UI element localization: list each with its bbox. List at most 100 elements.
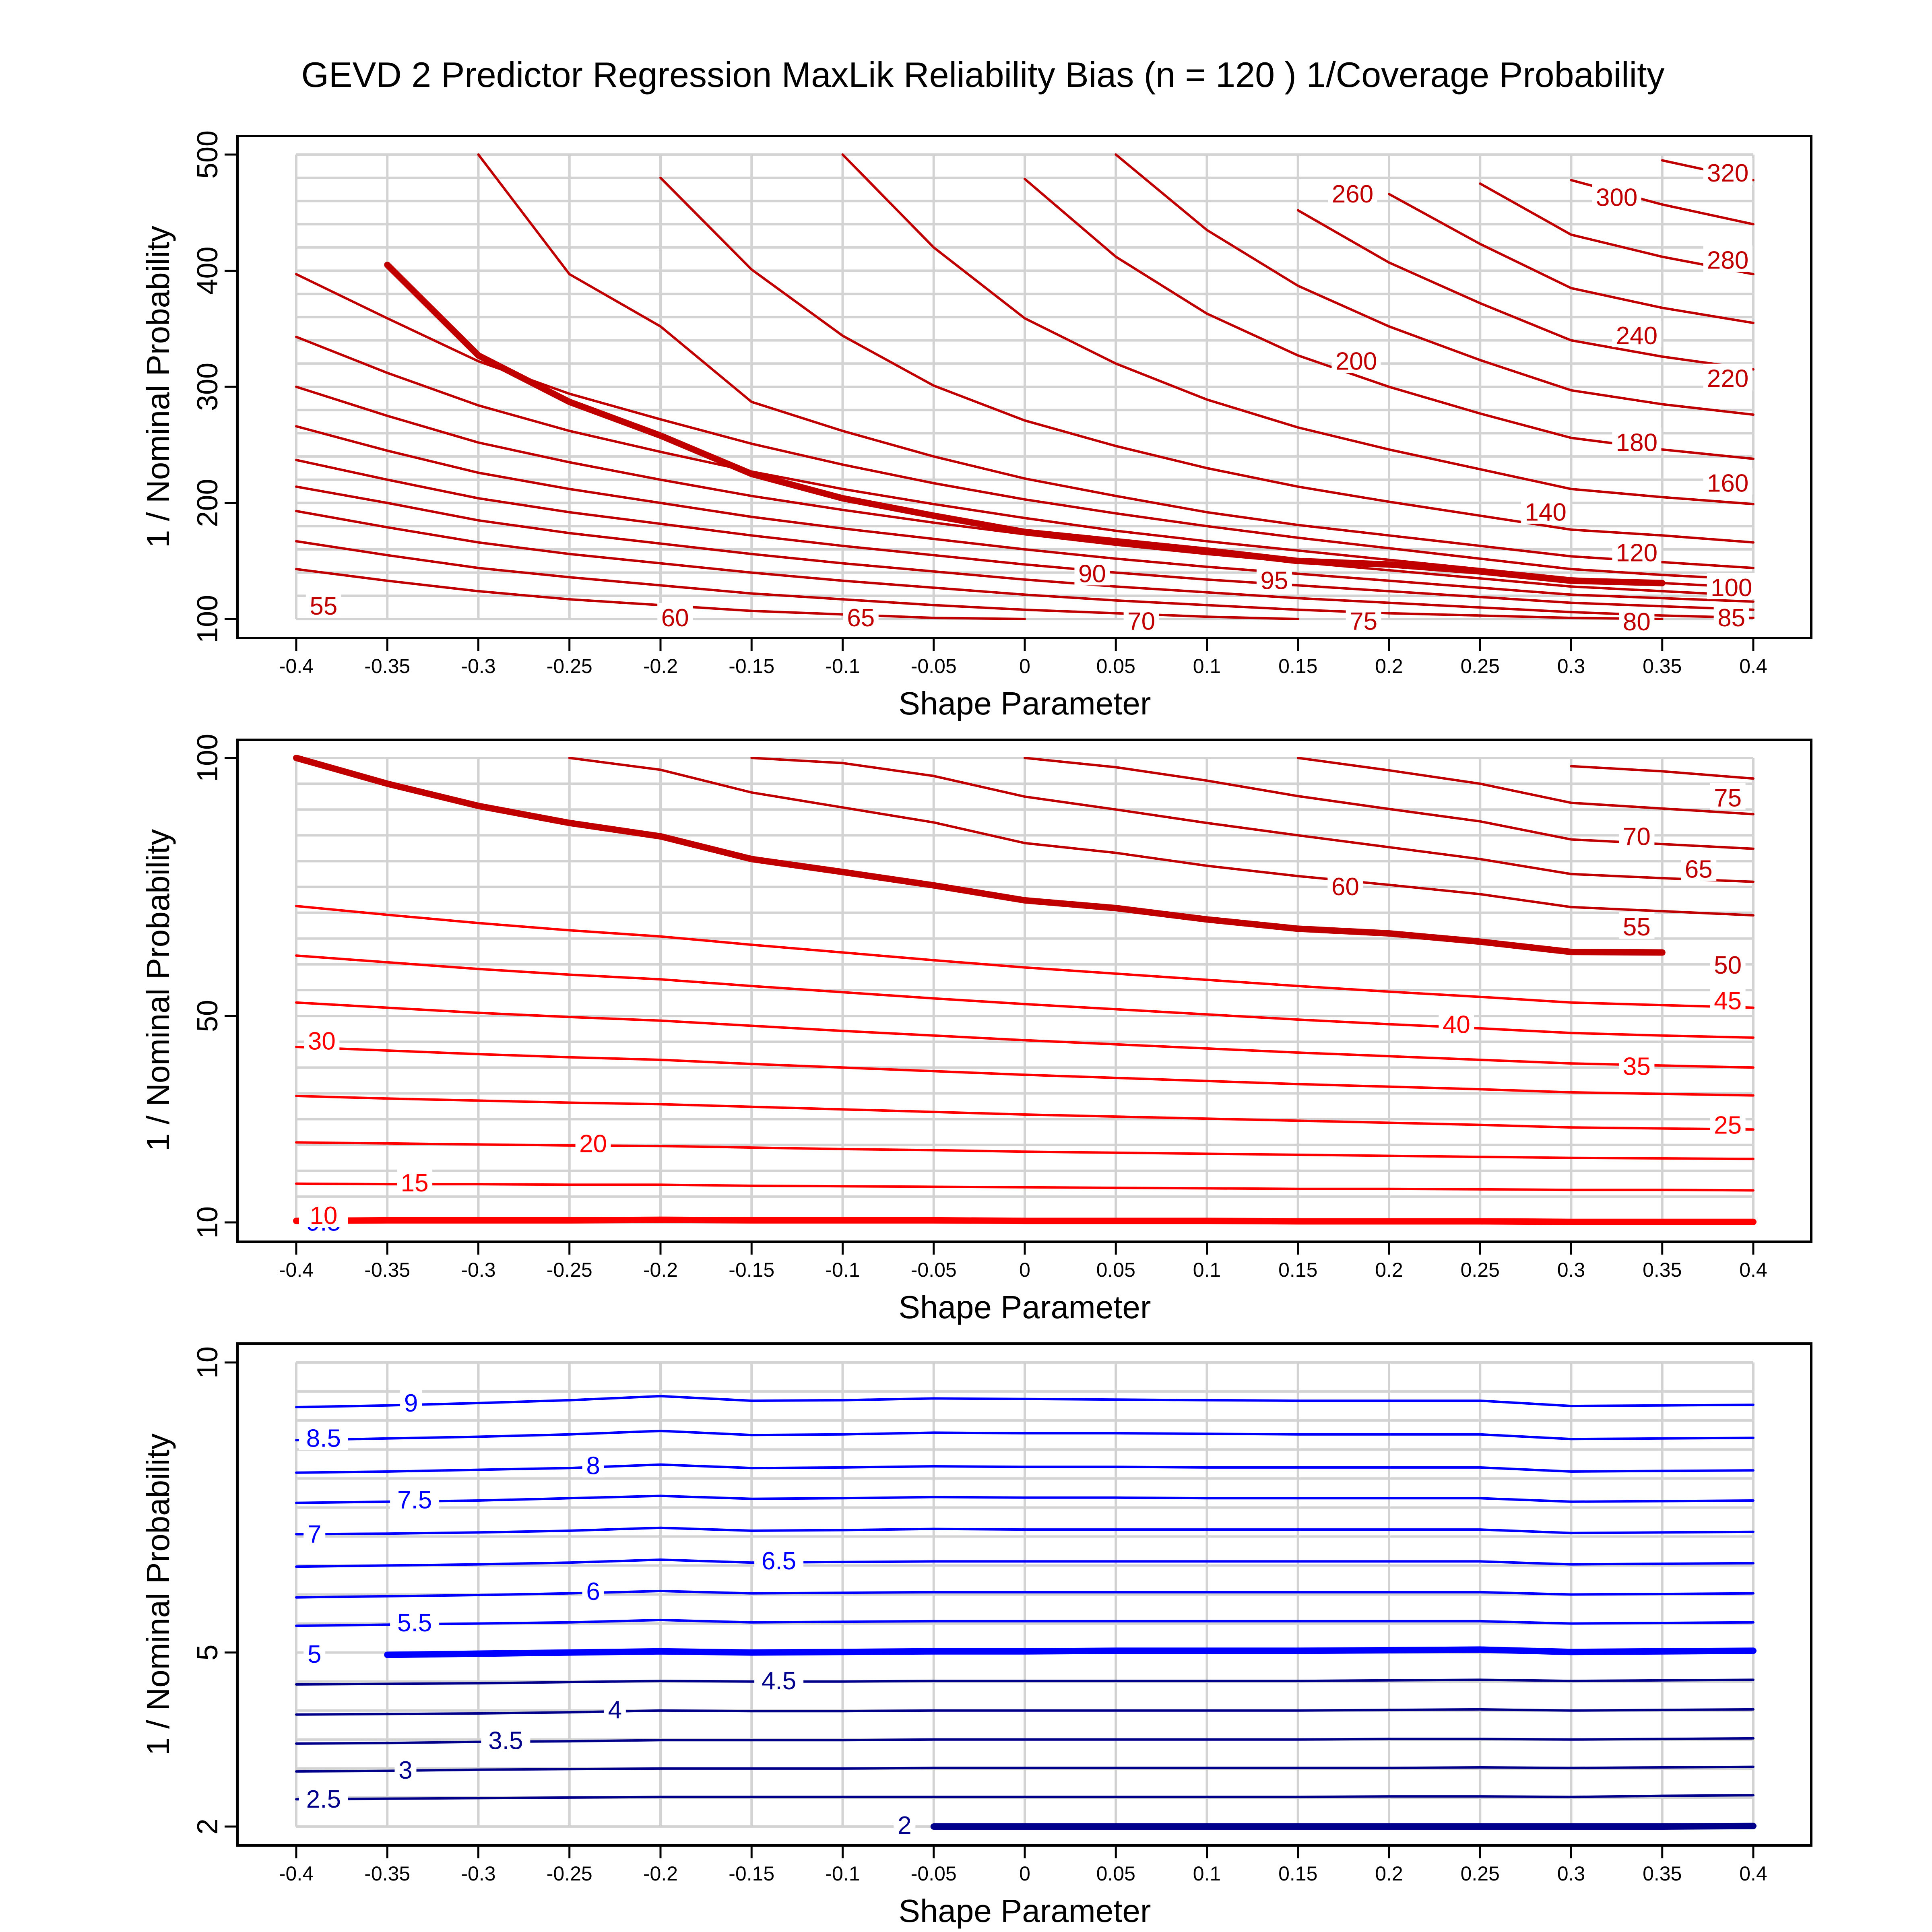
y-tick-label: 300 bbox=[192, 363, 224, 411]
contour-label: 100 bbox=[1711, 574, 1752, 602]
contour-label: 320 bbox=[1707, 159, 1748, 187]
contour-line-7-5 bbox=[295, 1494, 1754, 1504]
contour-label-bg bbox=[1619, 607, 1655, 634]
contour-label: 2.5 bbox=[306, 1785, 341, 1813]
y-axis: 2 5 10 bbox=[192, 1346, 237, 1835]
series-group bbox=[295, 1395, 1757, 1830]
contour-line-35 bbox=[295, 1001, 1754, 1069]
contour-line-110 bbox=[477, 153, 1754, 570]
contour-label-bg bbox=[1703, 158, 1752, 185]
x-tick-label: -0.4 bbox=[279, 1862, 314, 1885]
contour-label: 20 bbox=[579, 1130, 607, 1158]
contour-label-bg bbox=[1592, 182, 1641, 209]
contour-label-bg bbox=[390, 1485, 440, 1512]
contour-label-bg bbox=[1703, 468, 1752, 495]
x-tick-label: 0.3 bbox=[1557, 1862, 1585, 1885]
contour-label-bg bbox=[1439, 1009, 1474, 1036]
contour-line-3-5 bbox=[295, 1737, 1754, 1745]
contour-label: 75 bbox=[1714, 784, 1742, 812]
contour-label: 55 bbox=[310, 592, 337, 620]
contour-label: 6 bbox=[586, 1578, 600, 1606]
contour-line-55 bbox=[568, 757, 1754, 917]
contour-line-200 bbox=[1296, 209, 1754, 371]
contour-label: 7 bbox=[308, 1520, 321, 1548]
contour-label-bg bbox=[754, 1666, 804, 1693]
x-tick-label: -0.15 bbox=[729, 1862, 774, 1885]
contour-line-5-5 bbox=[295, 1618, 1754, 1627]
x-tick-label: 0.25 bbox=[1461, 655, 1500, 677]
x-tick-label: 0.35 bbox=[1643, 655, 1682, 677]
contour-label-bg bbox=[575, 1129, 611, 1156]
contour-line-80 bbox=[295, 425, 1754, 603]
contour-label: 10 bbox=[310, 1202, 337, 1230]
contour-label: 120 bbox=[1616, 539, 1657, 567]
x-tick-label: -0.1 bbox=[825, 1862, 860, 1885]
contour-line-220 bbox=[1388, 193, 1754, 324]
x-tick-label: -0.1 bbox=[825, 1259, 860, 1281]
contour-label: 140 bbox=[1525, 498, 1566, 526]
contour-label: 35 bbox=[1623, 1053, 1651, 1080]
contour-label-bg bbox=[1521, 497, 1571, 524]
y-tick-label: 50 bbox=[192, 1000, 224, 1032]
contour-label-bg bbox=[1328, 179, 1377, 206]
contour-label: 9 bbox=[404, 1389, 418, 1417]
x-tick-label: -0.2 bbox=[643, 1862, 678, 1885]
y-tick-label: 200 bbox=[192, 479, 224, 527]
series-group bbox=[295, 153, 1754, 620]
contour-line-9 bbox=[295, 1395, 1754, 1408]
x-tick-label: 0 bbox=[1019, 1259, 1030, 1281]
contour-label: 80 bbox=[1623, 608, 1651, 636]
x-axis-label: Shape Parameter bbox=[898, 685, 1151, 721]
x-tick-label: -0.3 bbox=[461, 1259, 495, 1281]
contour-label-bg bbox=[1327, 872, 1363, 899]
contour-label: 60 bbox=[661, 604, 689, 632]
contour-label: 5.5 bbox=[397, 1609, 432, 1637]
contour-label-bg bbox=[397, 1168, 433, 1195]
x-tick-label: -0.35 bbox=[364, 1862, 410, 1885]
contour-line-70 bbox=[295, 485, 1754, 619]
chart-panel-middle: -0.4 -0.35 -0.3 -0.25 -0.2 -0.15 -0.1 -0.05 0 0.0… bbox=[140, 734, 1812, 1325]
x-tick-label: -0.4 bbox=[279, 655, 314, 677]
x-tick-label: -0.05 bbox=[911, 1259, 957, 1281]
contour-label-bg bbox=[305, 1200, 341, 1227]
x-tick-label: 0.15 bbox=[1278, 1862, 1317, 1885]
x-tick-label: 0.3 bbox=[1557, 1259, 1585, 1281]
y-tick-label: 400 bbox=[192, 246, 224, 295]
contour-label-bg bbox=[657, 603, 693, 630]
contour-label-bg bbox=[1256, 566, 1292, 592]
contour-label-bg bbox=[303, 1519, 326, 1546]
contour-label-bg bbox=[1681, 854, 1717, 881]
contour-label: 70 bbox=[1623, 823, 1651, 851]
contour-label-bg bbox=[1710, 783, 1746, 810]
y-tick-label: 100 bbox=[192, 595, 224, 643]
contour-label-bg bbox=[299, 1423, 348, 1450]
contour-line-140 bbox=[841, 153, 1754, 506]
x-tick-label: 0.35 bbox=[1643, 1259, 1682, 1281]
y-axis: 100 200 300 400 500 bbox=[192, 130, 237, 643]
contour-label-bg bbox=[1710, 950, 1746, 977]
contour-line-6 bbox=[295, 1589, 1754, 1599]
contour-label: 15 bbox=[401, 1169, 429, 1197]
contour-line-2-5 bbox=[295, 1794, 1754, 1801]
x-tick-label: 0.05 bbox=[1096, 1259, 1135, 1281]
y-tick-label: 10 bbox=[192, 1346, 224, 1379]
contour-line-70 bbox=[1296, 757, 1754, 815]
contour-label-bg bbox=[1123, 606, 1159, 633]
contour-label-bg bbox=[582, 1451, 604, 1478]
contour-line-60 bbox=[750, 757, 1754, 883]
contour-label: 260 bbox=[1332, 180, 1373, 208]
x-tick-label: -0.3 bbox=[461, 655, 495, 677]
contour-label: 70 bbox=[1127, 608, 1155, 636]
contour-label: 95 bbox=[1260, 567, 1288, 595]
x-tick-label: 0.2 bbox=[1375, 1259, 1403, 1281]
x-tick-label: 0.05 bbox=[1096, 1862, 1135, 1885]
contour-label-bg bbox=[1619, 1051, 1655, 1078]
contour-label: 280 bbox=[1707, 246, 1748, 274]
x-tick-label: 0.1 bbox=[1193, 655, 1221, 677]
y-axis-label: 1 / Nominal Probability bbox=[140, 226, 176, 548]
x-axis: -0.4 -0.35 -0.3 -0.25 -0.2 -0.15 -0.1 -0.05 0 0.0… bbox=[279, 638, 1767, 677]
contour-label: 160 bbox=[1707, 469, 1748, 497]
x-axis: -0.4 -0.35 -0.3 -0.25 -0.2 -0.15 -0.1 -0.05 0 0.0… bbox=[279, 1242, 1767, 1281]
contour-line-100 bbox=[384, 262, 1666, 586]
contour-label-bg bbox=[1619, 912, 1655, 939]
